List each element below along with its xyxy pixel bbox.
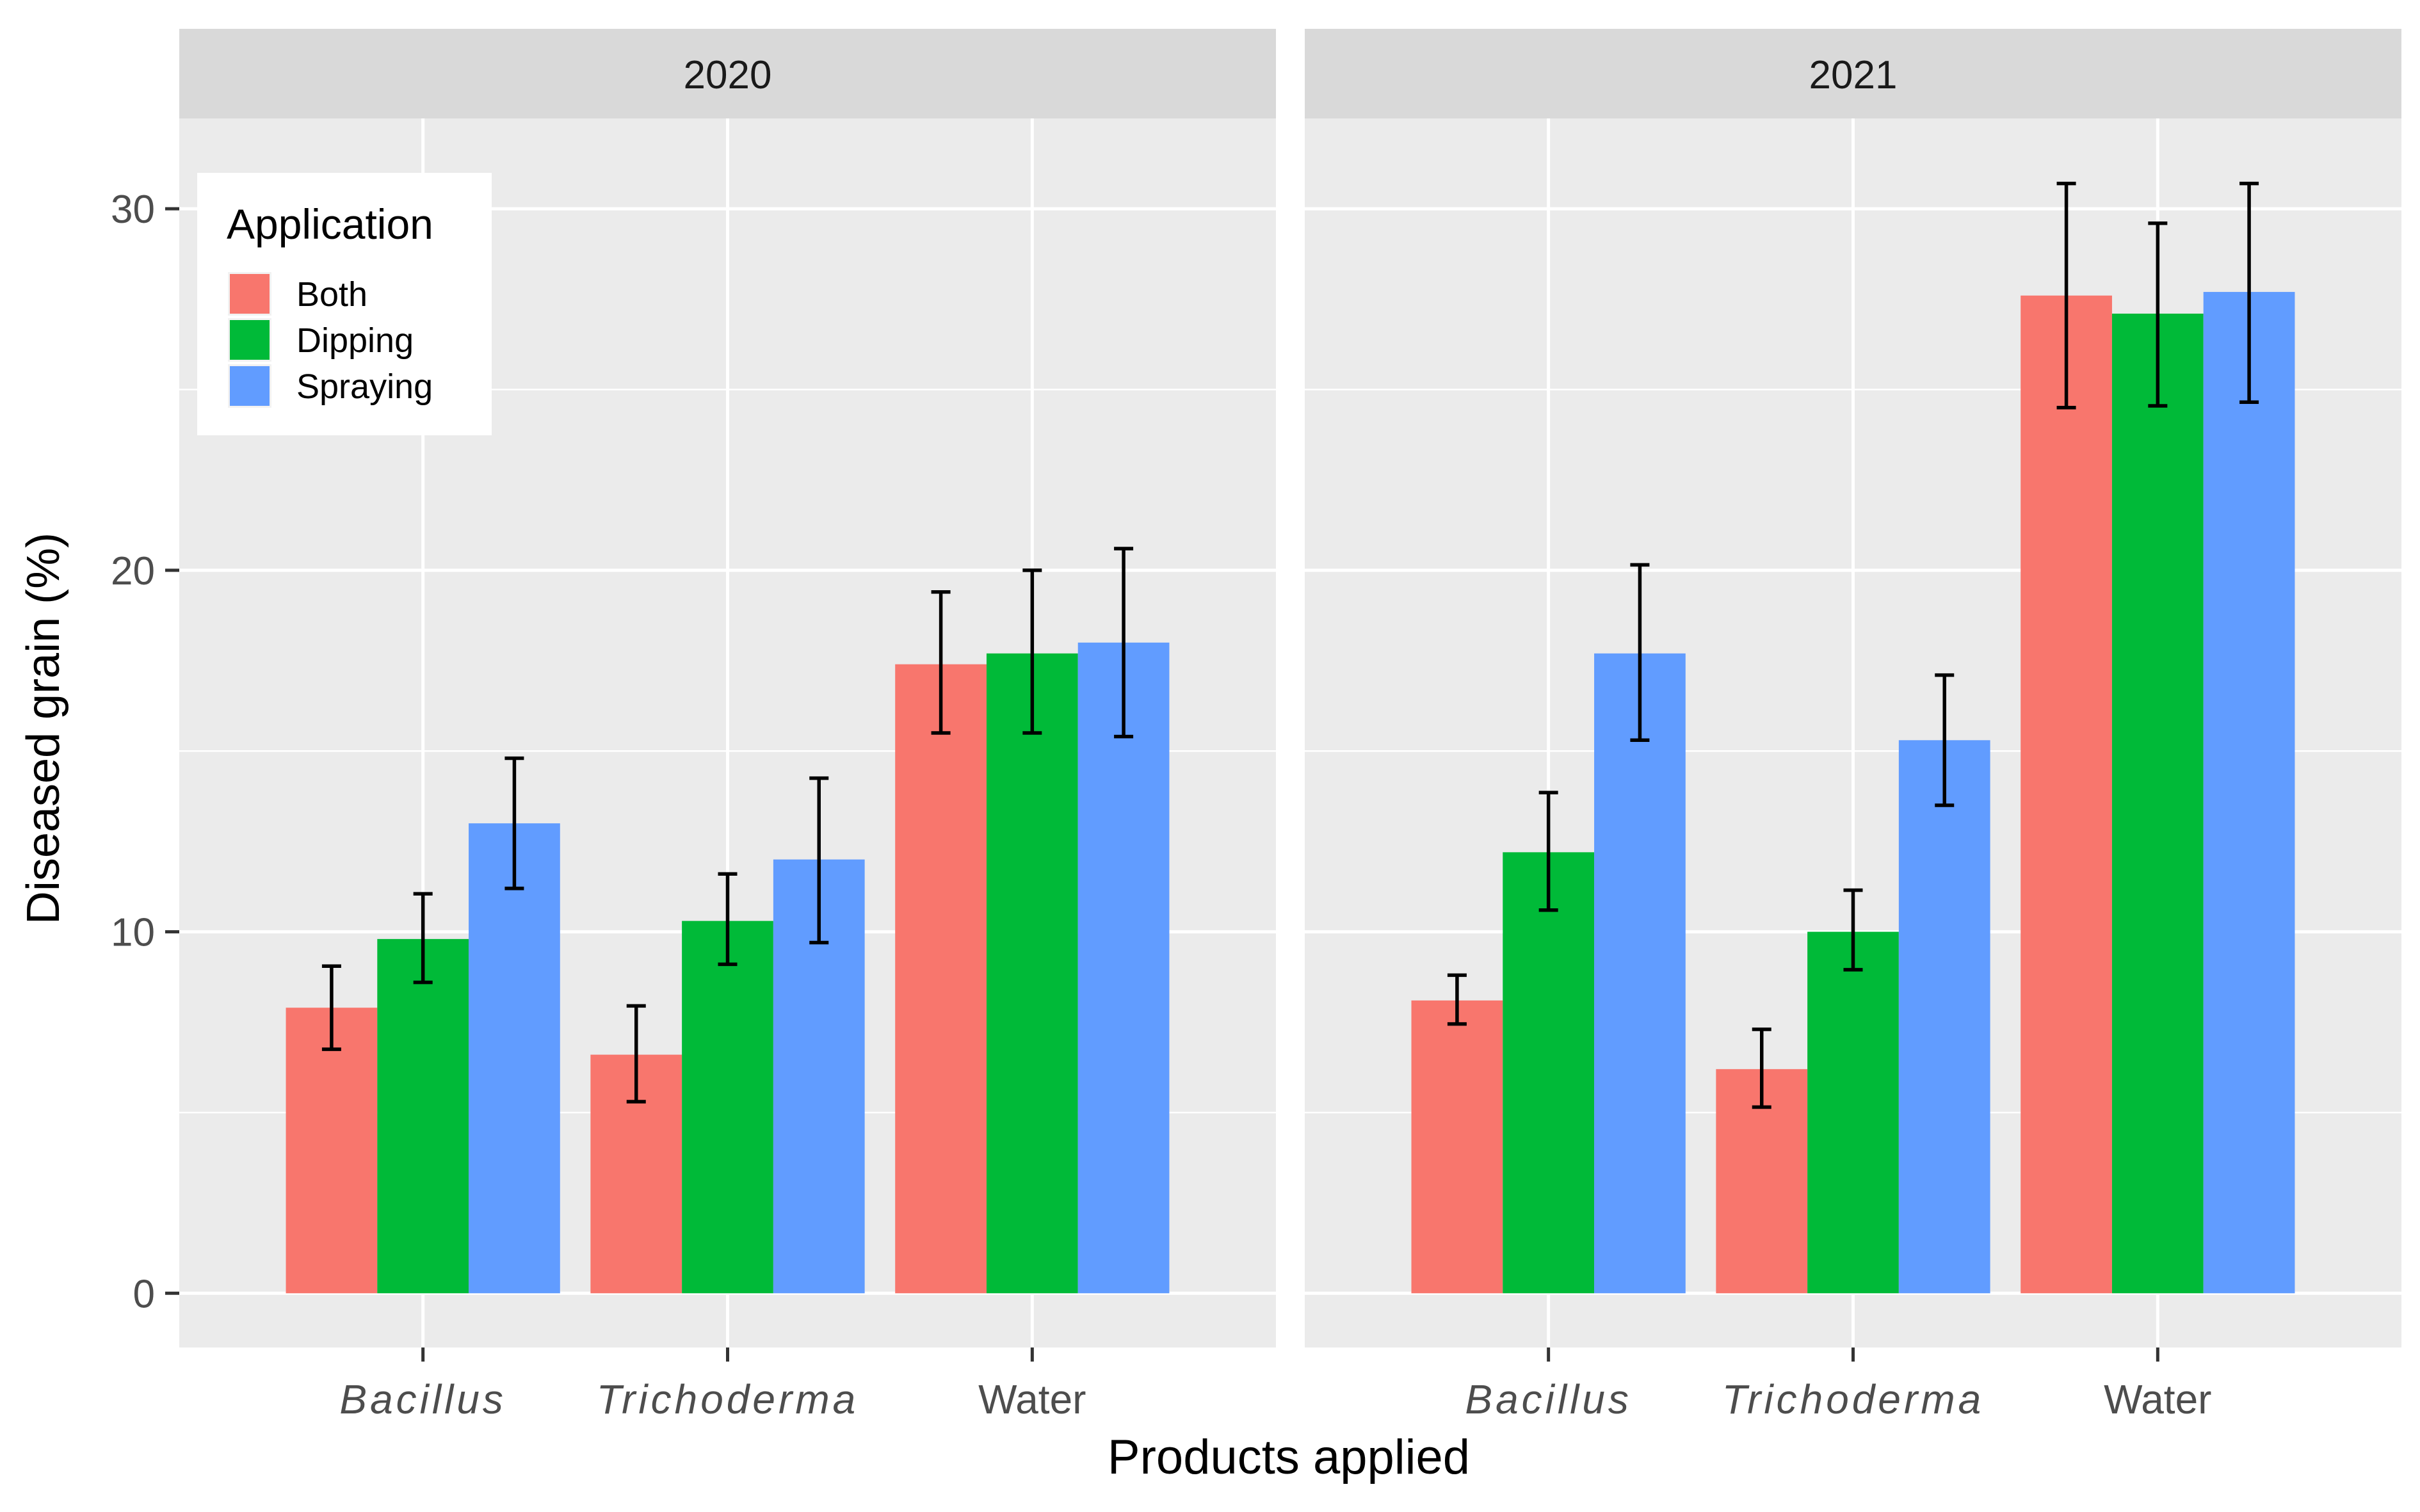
x-axis-title: Products applied — [1108, 1430, 1470, 1484]
panels-layer: 2020 Bacillus Trichoderma Water 2021 Bacillus… — [179, 29, 2401, 1422]
x-tick-label: Trichoderma — [1722, 1376, 1984, 1422]
bar-spraying — [2203, 292, 2295, 1294]
bar-spraying — [1898, 740, 1990, 1294]
facet-strip-label: 2020 — [684, 53, 772, 97]
bar-both — [895, 664, 987, 1294]
y-tick-label: 0 — [133, 1272, 155, 1316]
error-bar — [2148, 221, 2168, 408]
error-bar — [1630, 563, 1650, 743]
legend-key-both — [230, 274, 270, 314]
bar-dipping — [986, 653, 1078, 1294]
bar-dipping — [1807, 931, 1899, 1294]
bar-both — [2021, 295, 2112, 1294]
legend-label-both: Both — [296, 275, 367, 314]
error-bar — [1022, 568, 1042, 735]
bar-dipping — [682, 921, 773, 1294]
legend-label-spraying: Spraying — [296, 367, 433, 406]
y-axis-title: Diseased grain (%) — [18, 533, 69, 924]
error-bar — [2239, 181, 2259, 405]
error-bar — [504, 756, 524, 890]
error-bar — [718, 872, 738, 967]
legend-key-spraying — [230, 366, 270, 406]
error-bar — [321, 964, 341, 1051]
y-tick-label: 20 — [111, 549, 155, 593]
error-bar — [1538, 791, 1558, 912]
x-tick-label: Water — [2104, 1376, 2211, 1422]
legend-key-dipping — [230, 320, 270, 360]
bar-spraying — [1077, 642, 1170, 1294]
bar-dipping — [1503, 852, 1595, 1294]
panel-2021: 2021 Bacillus Trichoderma Water — [1305, 29, 2401, 1422]
error-bar — [413, 892, 433, 985]
legend: Application Both Dipping Spraying — [197, 173, 492, 435]
x-tick-label: Bacillus — [339, 1376, 506, 1422]
error-bar — [931, 590, 951, 735]
x-tick-label: Bacillus — [1465, 1376, 1632, 1422]
legend-title: Application — [227, 200, 433, 248]
bar-spraying — [1594, 653, 1686, 1294]
error-bar — [1843, 888, 1863, 972]
error-bar — [1935, 673, 1955, 807]
y-tick-label: 10 — [111, 911, 155, 955]
facet-strip-label: 2021 — [1809, 53, 1898, 97]
x-tick-label: Trichoderma — [597, 1376, 859, 1422]
bar-dipping — [2111, 313, 2204, 1294]
error-bar — [1752, 1027, 1771, 1109]
error-bar — [1447, 973, 1467, 1026]
error-bar — [626, 1004, 646, 1104]
y-tick-label: 30 — [111, 188, 155, 232]
error-bar — [2056, 181, 2076, 410]
error-bar — [809, 776, 829, 945]
legend-label-dipping: Dipping — [296, 321, 414, 360]
x-tick-label: Water — [978, 1376, 1086, 1422]
bar-both — [286, 1008, 378, 1294]
bar-both — [1411, 1000, 1503, 1294]
axes-layer: Diseased grain (%) Products applied 0 10 2… — [18, 188, 1470, 1484]
bar-spraying — [469, 823, 560, 1294]
bar-dipping — [377, 938, 469, 1294]
facet-strip — [179, 29, 1276, 118]
error-bar — [1114, 547, 1134, 739]
facet-strip — [1305, 29, 2401, 118]
